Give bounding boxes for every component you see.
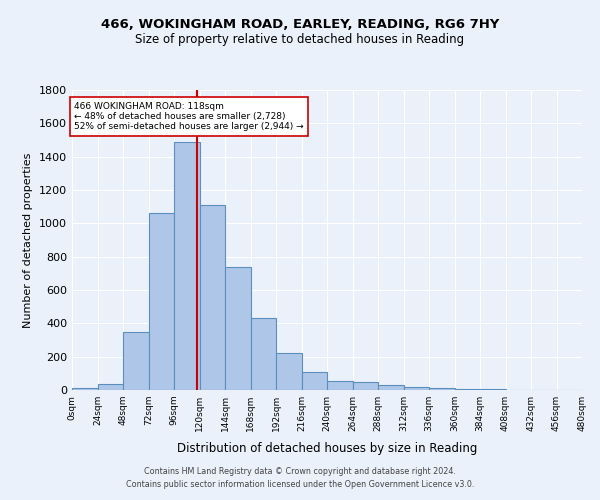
Bar xyxy=(149,214,174,390)
Bar xyxy=(97,384,123,390)
Bar xyxy=(72,388,97,390)
X-axis label: Distribution of detached houses by size in Reading: Distribution of detached houses by size … xyxy=(177,442,477,456)
Text: 466, WOKINGHAM ROAD, EARLEY, READING, RG6 7HY: 466, WOKINGHAM ROAD, EARLEY, READING, RG… xyxy=(101,18,499,30)
Bar xyxy=(455,389,480,390)
Bar xyxy=(302,372,327,390)
Bar xyxy=(276,354,302,390)
Bar xyxy=(225,266,251,390)
Text: Contains public sector information licensed under the Open Government Licence v3: Contains public sector information licen… xyxy=(126,480,474,489)
Text: 466 WOKINGHAM ROAD: 118sqm
← 48% of detached houses are smaller (2,728)
52% of s: 466 WOKINGHAM ROAD: 118sqm ← 48% of deta… xyxy=(74,102,304,132)
Text: Contains HM Land Registry data © Crown copyright and database right 2024.: Contains HM Land Registry data © Crown c… xyxy=(144,467,456,476)
Bar xyxy=(327,381,353,390)
Y-axis label: Number of detached properties: Number of detached properties xyxy=(23,152,34,328)
Bar xyxy=(251,318,276,390)
Bar xyxy=(123,332,149,390)
Bar xyxy=(353,382,378,390)
Bar xyxy=(174,142,199,390)
Bar xyxy=(199,205,225,390)
Text: Size of property relative to detached houses in Reading: Size of property relative to detached ho… xyxy=(136,32,464,46)
Bar xyxy=(429,388,455,390)
Bar xyxy=(404,387,429,390)
Bar xyxy=(378,385,404,390)
